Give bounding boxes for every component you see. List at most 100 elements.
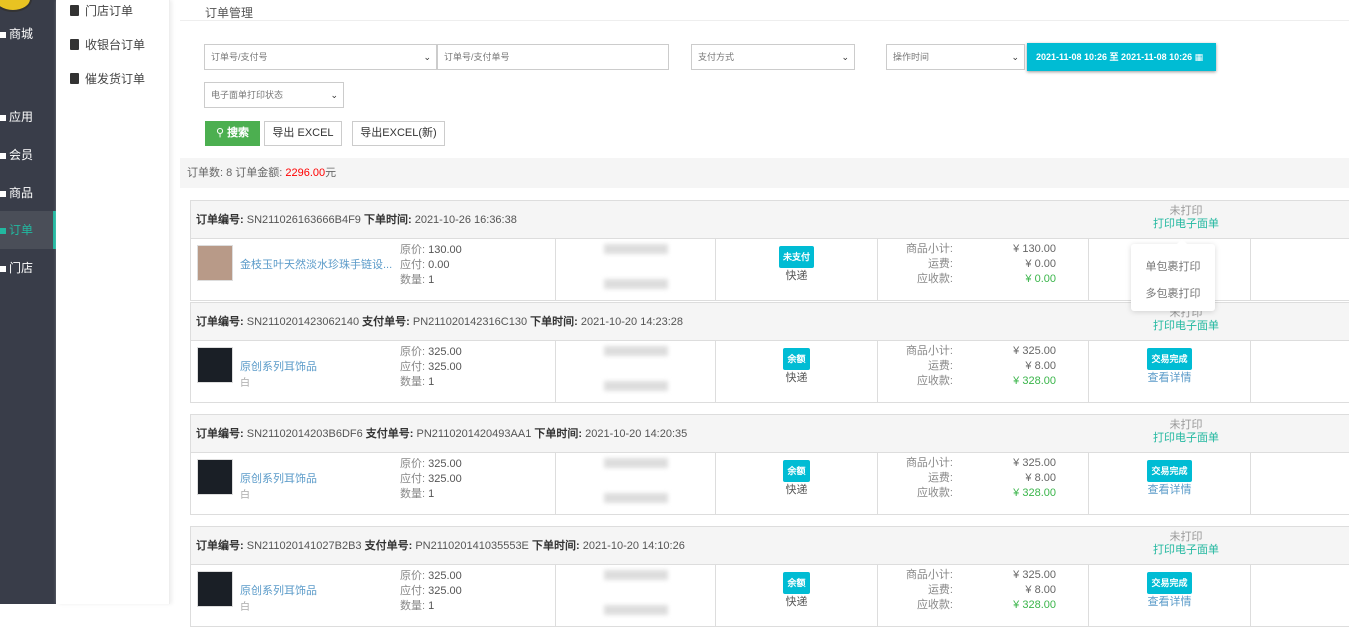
blurred-text (604, 381, 668, 391)
status-cell: 交易完成 查看详情 (1089, 453, 1251, 514)
pay-badge: 未支付 (778, 246, 814, 268)
print-waybill-link[interactable]: 打印电子面单 (1153, 218, 1219, 230)
print-waybill-link[interactable]: 打印电子面单 (1153, 544, 1219, 556)
nav-apps[interactable]: 应用 (0, 98, 56, 136)
export-excel-button[interactable]: 导出 EXCEL (264, 121, 342, 146)
price-info: 原价: 325.00 应付: 325.00 数量: 1 (400, 458, 462, 500)
product-cell: 原创系列耳饰品 白 原价: 325.00 应付: 325.00 数量: 1 (191, 565, 556, 626)
pay-number: PN2110201420493AA1 (416, 428, 532, 440)
copy-icon (70, 73, 79, 84)
chevron-down-icon: ⌄ (1011, 52, 1019, 62)
buyer-cell-blurred (556, 565, 716, 626)
product-thumbnail (197, 347, 233, 383)
submenu-cashier-orders[interactable]: 收银台订单 (70, 36, 145, 53)
nav-orders[interactable]: 订单 (0, 211, 56, 249)
breadcrumb: 订单管理 (205, 6, 254, 20)
delivery-type: 快递 (785, 372, 808, 384)
order-number: SN211026163666B4F9 (246, 214, 361, 226)
calendar-icon: ▦ (1194, 52, 1204, 62)
home-icon (0, 152, 6, 159)
status-cell: 交易完成 查看详情 (1089, 341, 1251, 402)
buyer-cell-blurred (556, 239, 716, 300)
print-status-select[interactable]: 电子面单打印状态 ⌄ (204, 82, 344, 108)
print-status: 未打印 (1169, 531, 1203, 543)
order-number: SN21102014203B6DF6 (246, 428, 363, 440)
nav-stores[interactable]: 门店 (0, 249, 56, 287)
product-name[interactable]: 原创系列耳饰品 (240, 361, 317, 373)
date-range-picker[interactable]: 2021-11-08 10:26 至 2021-11-08 10:26 ▦ (1027, 43, 1216, 71)
pay-badge: 余额 (783, 572, 810, 594)
order-row: 原创系列耳饰品 白 原价: 325.00 应付: 325.00 数量: 1 余额… (191, 565, 1349, 626)
print-status: 未打印 (1169, 205, 1203, 217)
pay-number: PN211020141035553E (415, 540, 529, 552)
print-dropdown: 单包裹打印 多包裹打印 (1131, 239, 1215, 311)
buyer-cell-blurred (556, 341, 716, 402)
payment-cell: 余额 快递 (716, 341, 878, 402)
export-excel-new-button[interactable]: 导出EXCEL(新) (352, 121, 445, 146)
nav-mall[interactable]: 商城 (0, 15, 56, 53)
product-sku: 白 (240, 602, 250, 613)
divider (180, 20, 1349, 21)
single-package-print[interactable]: 单包裹打印 (1145, 261, 1201, 273)
view-detail-link[interactable]: 查看详情 (1147, 596, 1192, 608)
status-cell: 交易完成 查看详情 (1089, 565, 1251, 626)
order-header: 订单编号: SN211026163666B4F9 下单时间: 2021-10-2… (191, 201, 1349, 239)
order-card: 订单编号: SN211026163666B4F9 下单时间: 2021-10-2… (190, 200, 1349, 301)
order-card: 订单编号: SN21102014203B6DF6 支付单号: PN2110201… (190, 414, 1349, 515)
status-badge: 交易完成 (1147, 572, 1192, 594)
product-name[interactable]: 原创系列耳饰品 (240, 585, 317, 597)
product-thumbnail (197, 459, 233, 495)
order-card: 订单编号: SN2110201423062140 支付单号: PN2110201… (190, 302, 1349, 403)
blurred-text (604, 279, 668, 289)
blurred-text (604, 605, 668, 615)
pay-number: PN211020142316C130 (412, 316, 528, 328)
product-cell: 原创系列耳饰品 白 原价: 325.00 应付: 325.00 数量: 1 (191, 453, 556, 514)
logo (0, 0, 32, 12)
amount-cell: 商品小计: ¥ 130.00 运费: ¥ 0.00 应收款: ¥ 0.00 (878, 239, 1089, 300)
order-time: 2021-10-20 14:23:28 (580, 316, 684, 328)
payment-cell: 未支付 快递 (716, 239, 878, 300)
amount-cell: 商品小计: ¥ 325.00 运费: ¥ 8.00 应收款: ¥ 328.00 (878, 341, 1089, 402)
order-time: 2021-10-26 16:36:38 (414, 214, 517, 226)
payment-cell: 余额 快递 (716, 565, 878, 626)
nav-members[interactable]: 会员 (0, 136, 56, 174)
blurred-text (604, 458, 668, 468)
view-detail-link[interactable]: 查看详情 (1147, 372, 1192, 384)
status-cell (1089, 239, 1251, 300)
time-type-select[interactable]: 操作时间 ⌄ (886, 44, 1025, 70)
product-cell: 金枝玉叶天然淡水珍珠手链设... 原价: 130.00 应付: 0.00 数量:… (191, 239, 556, 300)
nav-products[interactable]: 商品 (0, 174, 56, 212)
price-info: 原价: 325.00 应付: 325.00 数量: 1 (400, 570, 462, 612)
order-card: 订单编号: SN211020141027B2B3 支付单号: PN2110201… (190, 526, 1349, 627)
delivery-type: 快递 (785, 596, 808, 608)
copy-icon (70, 5, 79, 16)
copy-icon (70, 39, 79, 50)
order-row: 原创系列耳饰品 白 原价: 325.00 应付: 325.00 数量: 1 余额… (191, 341, 1349, 402)
submenu-store-orders[interactable]: 门店订单 (70, 2, 133, 19)
chevron-down-icon: ⌄ (423, 52, 431, 62)
buyer-cell-blurred (556, 453, 716, 514)
search-button[interactable]: ⚲ 搜索 (205, 121, 260, 146)
order-header: 订单编号: SN21102014203B6DF6 支付单号: PN2110201… (191, 415, 1349, 453)
order-type-select[interactable]: 订单号/支付号 ⌄ (204, 44, 437, 70)
print-waybill-link[interactable]: 打印电子面单 (1153, 320, 1219, 332)
product-name[interactable]: 金枝玉叶天然淡水珍珠手链设... (240, 259, 393, 271)
home-icon (0, 114, 6, 121)
pay-badge: 余额 (783, 348, 810, 370)
product-thumbnail (197, 245, 233, 281)
multi-package-print[interactable]: 多包裹打印 (1145, 288, 1201, 300)
home-icon (0, 227, 6, 234)
view-detail-link[interactable]: 查看详情 (1147, 484, 1192, 496)
product-sku: 白 (240, 490, 250, 501)
order-number: SN2110201423062140 (246, 316, 360, 328)
submenu-urge-orders[interactable]: 催发货订单 (70, 70, 145, 87)
order-row: 原创系列耳饰品 白 原价: 325.00 应付: 325.00 数量: 1 余额… (191, 453, 1349, 514)
pay-method-select[interactable]: 支付方式 ⌄ (691, 44, 855, 70)
order-number-input[interactable]: 订单号/支付单号 (437, 44, 669, 70)
product-name[interactable]: 原创系列耳饰品 (240, 473, 317, 485)
price-info: 原价: 325.00 应付: 325.00 数量: 1 (400, 346, 462, 388)
order-header: 订单编号: SN211020141027B2B3 支付单号: PN2110201… (191, 527, 1349, 565)
print-waybill-link[interactable]: 打印电子面单 (1153, 432, 1219, 444)
search-icon: ⚲ (215, 127, 224, 139)
product-cell: 原创系列耳饰品 白 原价: 325.00 应付: 325.00 数量: 1 (191, 341, 556, 402)
